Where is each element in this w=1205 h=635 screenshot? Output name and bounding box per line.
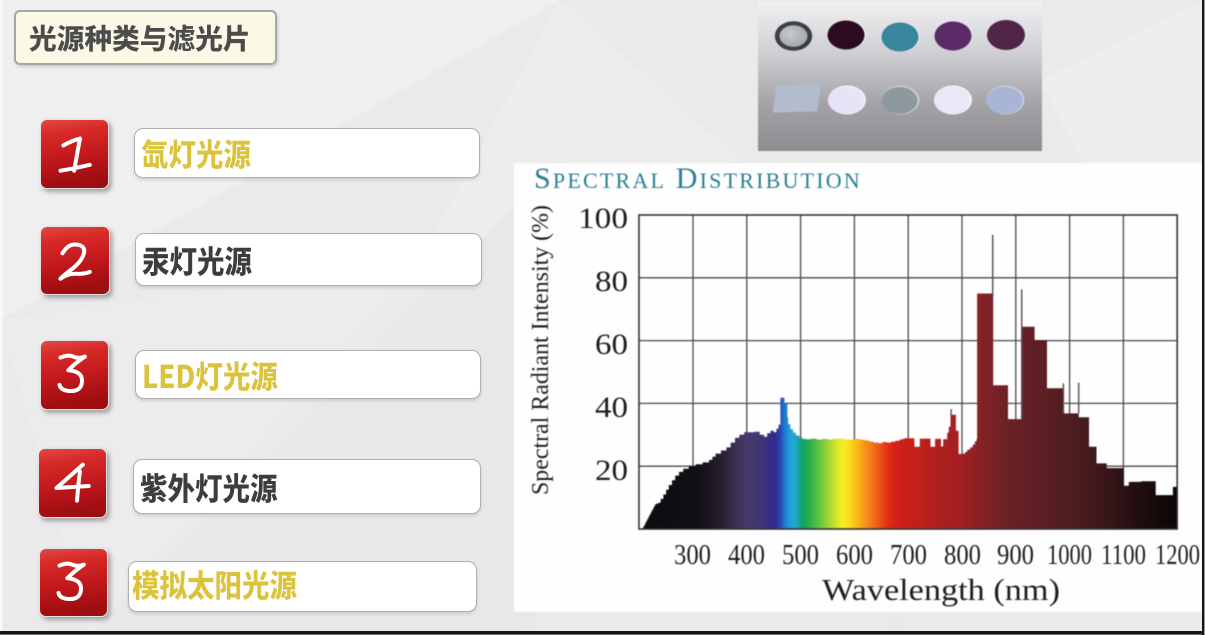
- svg-text:400: 400: [728, 539, 765, 571]
- svg-text:100: 100: [578, 202, 628, 235]
- svg-text:40: 40: [595, 391, 628, 424]
- svg-text:500: 500: [782, 539, 819, 571]
- svg-text:60: 60: [595, 328, 628, 361]
- svg-text:Wavelength (nm): Wavelength (nm): [822, 572, 1060, 607]
- svg-text:80: 80: [595, 265, 628, 298]
- svg-text:900: 900: [997, 539, 1034, 571]
- svg-text:1000: 1000: [1047, 539, 1092, 571]
- svg-text:1200: 1200: [1155, 539, 1200, 571]
- svg-text:600: 600: [836, 539, 873, 571]
- svg-text:300: 300: [674, 539, 711, 571]
- svg-text:800: 800: [944, 539, 981, 571]
- svg-text:1100: 1100: [1101, 539, 1146, 571]
- svg-text:SPECTRAL DISTRIBUTION: SPECTRAL DISTRIBUTION: [534, 163, 862, 195]
- svg-text:700: 700: [890, 539, 927, 571]
- svg-text:20: 20: [595, 454, 628, 487]
- svg-text:Spectral Radiant Intensity (%): Spectral Radiant Intensity (%): [528, 205, 554, 495]
